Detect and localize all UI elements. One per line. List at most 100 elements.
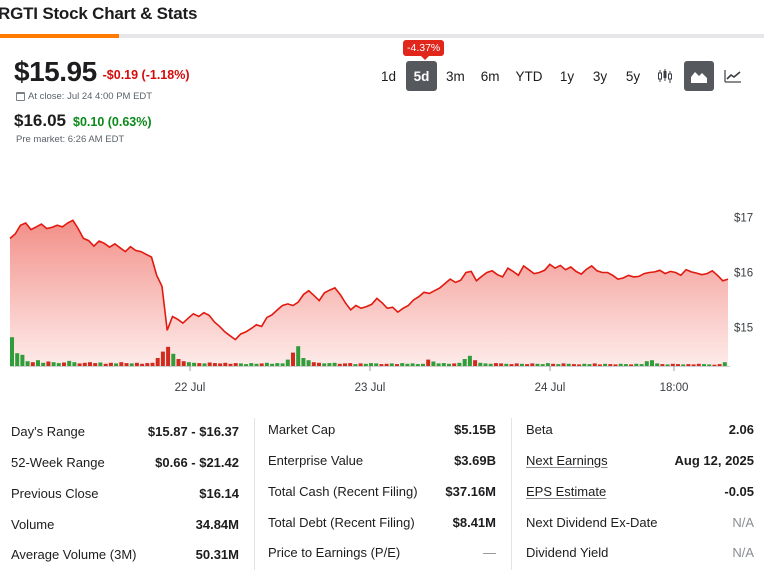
- tab-3y[interactable]: 3y: [592, 68, 608, 84]
- x-tick-label: 22 Jul: [175, 382, 206, 394]
- volume-bar: [374, 363, 379, 366]
- volume-bar: [337, 363, 342, 366]
- volume-bar: [676, 364, 680, 366]
- volume-bar: [395, 364, 399, 366]
- next-earnings-link[interactable]: Next Earnings: [526, 452, 608, 468]
- volume-bar: [353, 364, 358, 366]
- volume-bar: [504, 363, 509, 366]
- volume-bar: [618, 363, 623, 366]
- tab-3m[interactable]: 3m: [446, 68, 465, 84]
- calendar-icon: [16, 92, 25, 101]
- volume-bar: [717, 364, 722, 366]
- volume-bar: [88, 362, 92, 366]
- stats-panel: Day's Range $15.87 - $16.37 52-Week Range…: [0, 414, 764, 570]
- stat-value: Aug 12, 2025: [674, 452, 755, 468]
- volume-bar: [15, 353, 20, 366]
- volume-bar: [10, 337, 14, 366]
- y-tick-label: $15: [734, 323, 753, 335]
- volume-bar: [62, 362, 66, 366]
- volume-bar: [655, 363, 660, 366]
- premarket-info: Pre market: 6:26 AM EDT: [16, 134, 125, 145]
- volume-bar: [228, 363, 233, 366]
- volume-bar: [207, 362, 212, 366]
- volume-bar: [77, 363, 82, 366]
- volume-bar: [613, 364, 618, 366]
- stat-row: Previous Close $16.14: [11, 482, 239, 504]
- volume-bar: [571, 364, 576, 366]
- stat-value: N/A: [732, 514, 754, 530]
- volume-bar: [41, 362, 46, 366]
- stats-column-2: Market Cap $5.15B Enterprise Value $3.69B …: [268, 414, 496, 570]
- volume-bar: [140, 363, 145, 366]
- volume-bar: [686, 364, 691, 366]
- volume-bar: [561, 363, 566, 366]
- eps-estimate-link[interactable]: EPS Estimate: [526, 483, 607, 499]
- volume-bar: [181, 361, 186, 366]
- volume-bar: [707, 364, 712, 366]
- volume-bar: [301, 358, 306, 366]
- volume-bar: [545, 363, 550, 366]
- volume-bar: [650, 360, 654, 366]
- stat-label: Price to Earnings (P/E): [268, 544, 401, 560]
- volume-bar: [25, 361, 30, 366]
- volume-bar: [691, 364, 696, 366]
- volume-bar: [639, 364, 644, 366]
- title-underline: [0, 34, 764, 38]
- stat-value: $16.14: [199, 485, 239, 501]
- volume-bar: [369, 363, 373, 366]
- stat-label: Day's Range: [11, 423, 86, 439]
- tab-1d[interactable]: 1d: [380, 68, 397, 84]
- volume-bar: [722, 362, 727, 366]
- stat-row: Average Volume (3M) 50.31M: [11, 543, 239, 565]
- volume-bar: [535, 363, 540, 366]
- volume-bar: [712, 364, 717, 366]
- premarket-price-block: $16.05 $0.10 (0.63%): [14, 111, 152, 131]
- stat-row: Beta 2.06: [526, 418, 754, 440]
- volume-bar: [160, 351, 165, 366]
- volume-bar: [72, 362, 77, 366]
- tab-ytd[interactable]: YTD: [515, 68, 543, 84]
- volume-bar: [410, 363, 415, 366]
- mountain-chart-icon: [691, 72, 707, 83]
- volume-bar: [519, 363, 524, 366]
- volume-bar: [577, 364, 582, 366]
- stat-label: Dividend Yield: [526, 544, 609, 560]
- tab-1y[interactable]: 1y: [559, 68, 575, 84]
- stat-label: Volume: [11, 516, 55, 532]
- volume-bar: [270, 363, 275, 366]
- volume-bar: [218, 363, 223, 366]
- volume-bar: [702, 364, 706, 366]
- line-chart-button[interactable]: [718, 61, 748, 91]
- volume-bar: [384, 363, 389, 366]
- price-change: -$0.19 (-1.18%): [102, 68, 190, 82]
- volume-bar: [483, 363, 488, 366]
- volume-bar: [249, 363, 254, 366]
- volume-bar: [171, 353, 176, 366]
- volume-bar: [363, 363, 368, 366]
- price-chart[interactable]: $17 $16 $15 22 Jul 23 Jul 24 Jul 18:00: [0, 190, 764, 400]
- volume-bar: [421, 363, 425, 366]
- volume-bar: [280, 363, 285, 366]
- premarket-price: $16.05: [14, 111, 66, 130]
- volume-bar: [36, 360, 40, 366]
- volume-bar: [358, 363, 363, 366]
- tab-5y[interactable]: 5y: [625, 68, 641, 84]
- volume-bar: [608, 364, 613, 366]
- stat-value: 50.31M: [195, 546, 239, 562]
- volume-bar: [426, 359, 431, 366]
- stat-row: Enterprise Value $3.69B: [268, 449, 496, 471]
- volume-bar: [30, 362, 35, 366]
- tab-6m[interactable]: 6m: [480, 68, 500, 84]
- stat-row: Market Cap $5.15B: [268, 418, 496, 440]
- volume-bar: [108, 362, 113, 366]
- volume-bar: [389, 363, 394, 366]
- current-price-block: $15.95 -$0.19 (-1.18%): [14, 56, 190, 88]
- mountain-chart-button[interactable]: [684, 61, 714, 91]
- volume-bar: [238, 363, 243, 366]
- volume-bar: [296, 346, 301, 366]
- volume-bar: [124, 363, 129, 366]
- volume-bar: [166, 346, 171, 366]
- stat-value: $5.15B: [454, 421, 496, 437]
- tab-5d[interactable]: 5d: [406, 61, 437, 91]
- candlestick-chart-button[interactable]: [650, 61, 680, 91]
